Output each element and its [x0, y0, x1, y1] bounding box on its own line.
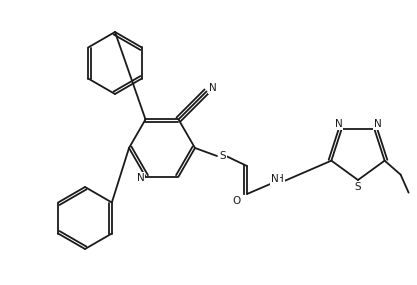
Text: S: S	[220, 151, 226, 161]
Text: N: N	[208, 84, 216, 93]
Text: H: H	[276, 174, 284, 184]
Text: N: N	[335, 119, 342, 129]
Text: N: N	[137, 173, 144, 183]
Text: N: N	[271, 174, 279, 184]
Text: N: N	[374, 119, 381, 129]
Text: S: S	[355, 182, 361, 192]
Text: O: O	[233, 196, 241, 206]
